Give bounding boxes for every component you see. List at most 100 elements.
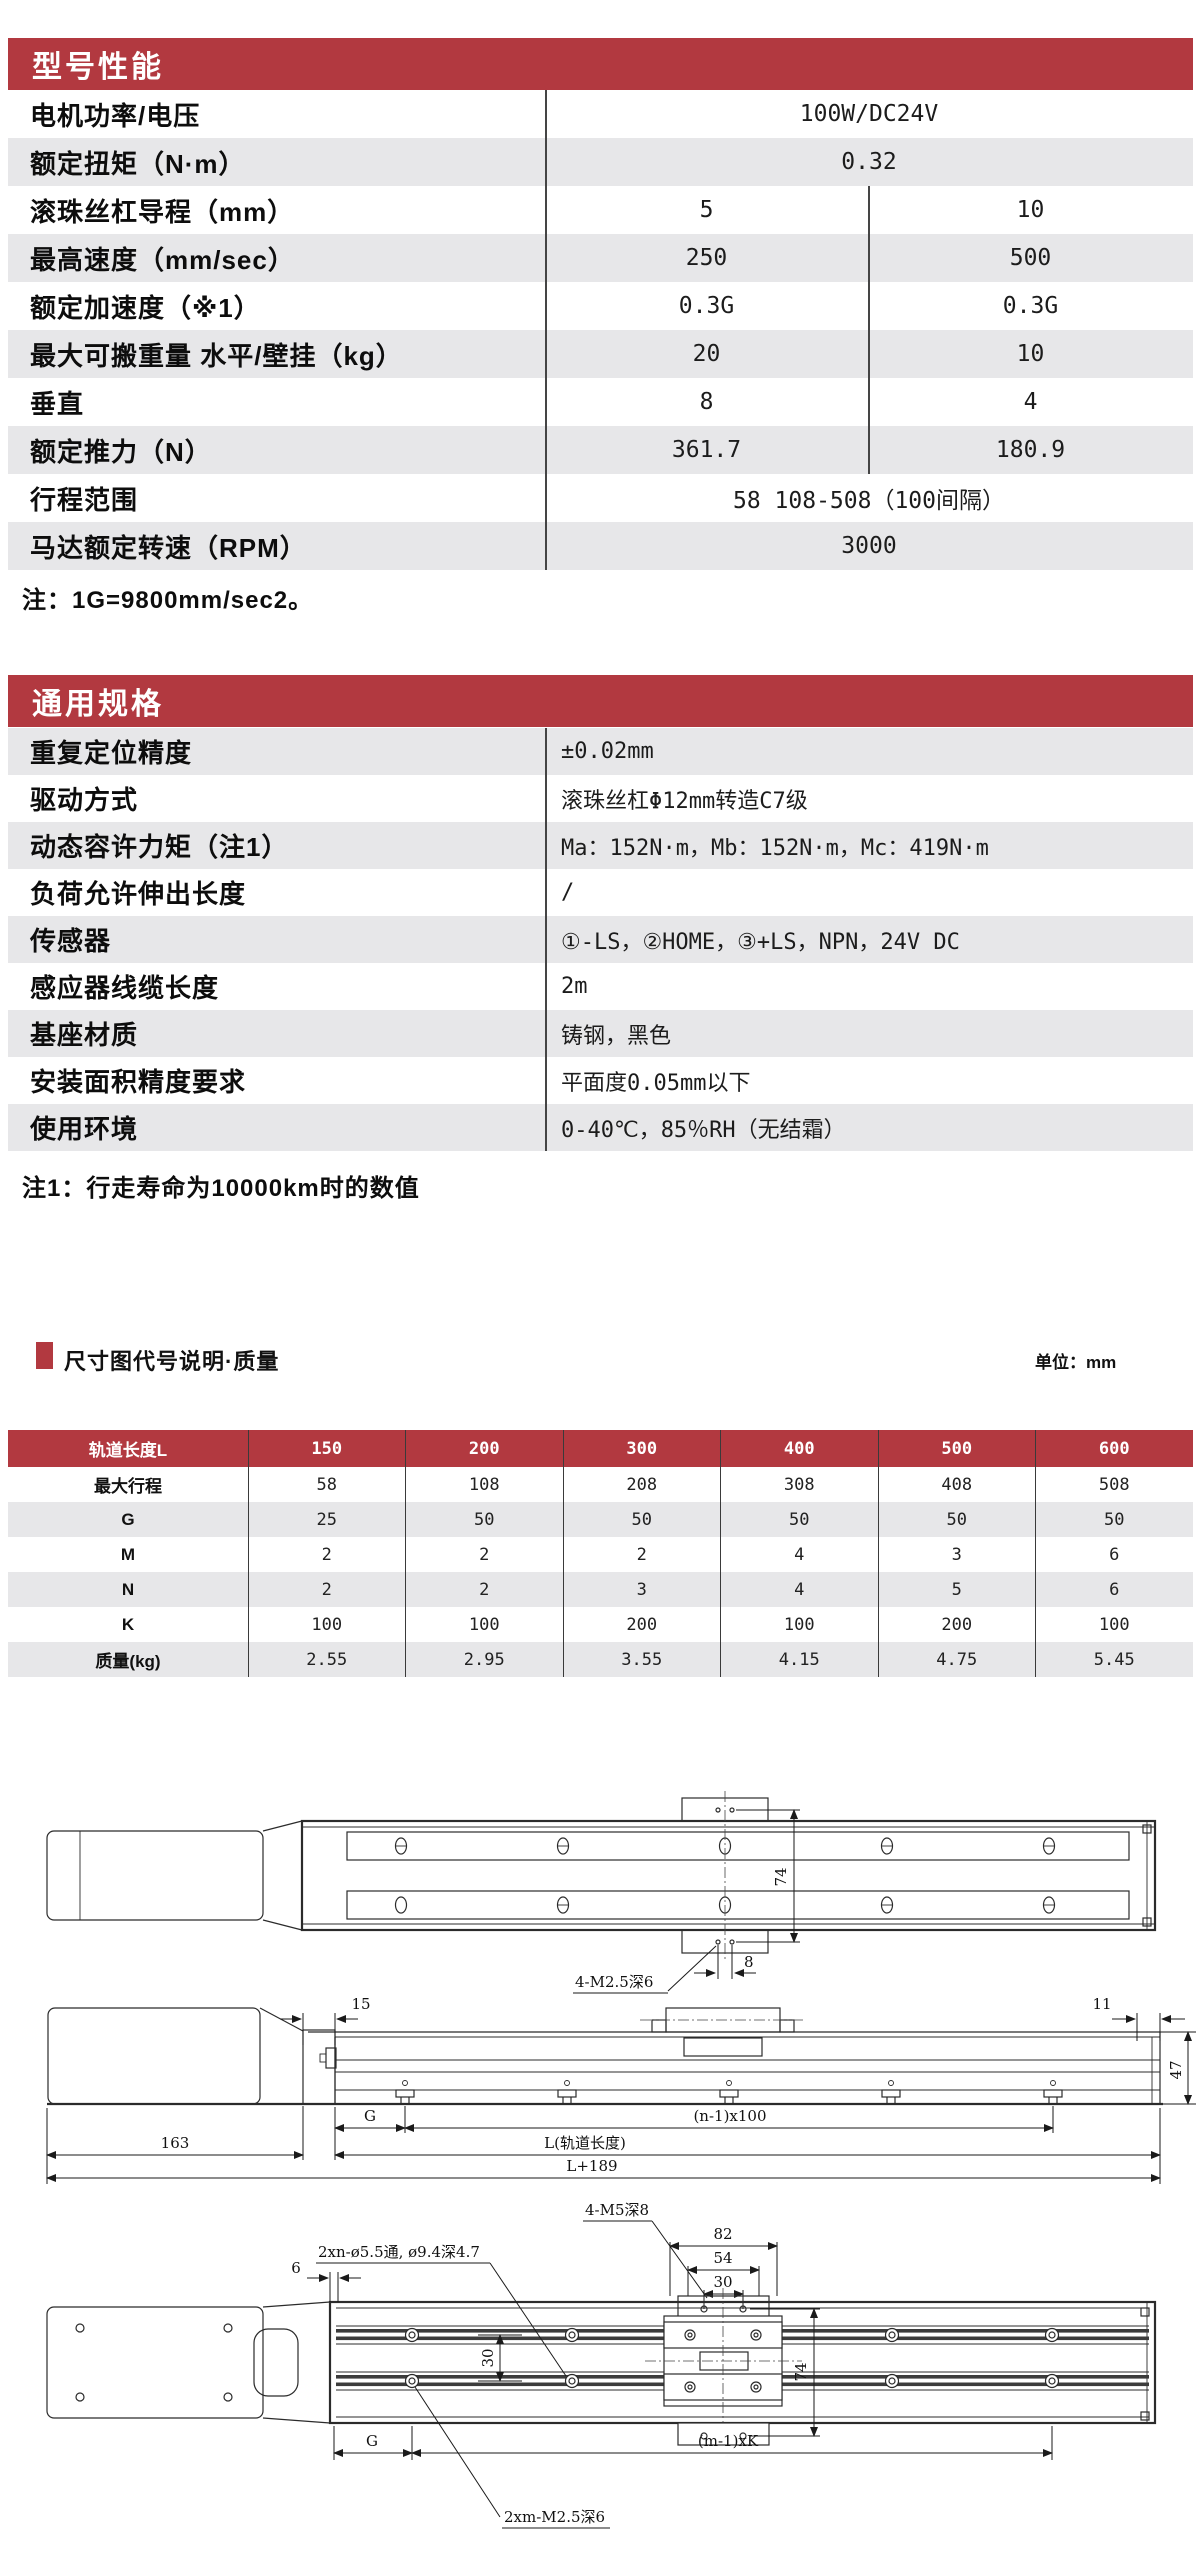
row-label: 传感器 [30, 926, 112, 956]
row-label: 电机功率/电压 [30, 100, 201, 131]
row-value-col1: 361.7 [671, 437, 742, 463]
cell: 100 [783, 1614, 815, 1635]
table-row: G 25 50 50 50 50 50 [8, 1502, 1193, 1537]
section-title: 型号性能 [32, 51, 164, 84]
cell: 58 [316, 1474, 337, 1495]
table-row: 马达额定转速（RPM） 3000 [8, 522, 1193, 570]
cell: 2 [479, 1579, 490, 1600]
dims-section-title: 尺寸图代号说明·质量 [64, 1349, 280, 1374]
cell: 200 [626, 1614, 658, 1635]
cell: 208 [626, 1474, 658, 1495]
row-label: 质量(kg) [95, 1652, 161, 1671]
row-value: 2m [561, 974, 588, 999]
dim-pitch-label: (m-1)xK [698, 2432, 759, 2450]
motor-flange [302, 2029, 336, 2105]
row-value: 平面度0.05mm以下 [561, 1070, 751, 1096]
rail-body [300, 1819, 1157, 1932]
cell: 5 [951, 1579, 962, 1600]
row-value: 3000 [841, 533, 897, 559]
table-row: 安装面积精度要求 平面度0.05mm以下 [8, 1057, 1193, 1104]
table-row: 额定扭矩（N·m） 0.32 [8, 138, 1193, 186]
cell: 3 [951, 1544, 962, 1565]
cell: 100 [468, 1614, 500, 1635]
table-divider [868, 186, 870, 474]
table-row: 感应器线缆长度 2m [8, 963, 1193, 1010]
row-label: 最大可搬重量 水平/壁挂（kg） [30, 340, 403, 371]
cell: 2 [479, 1544, 490, 1565]
footnote-life: 注1：行走寿命为10000km时的数值 [22, 1175, 420, 1202]
cell: 25 [316, 1509, 337, 1530]
table-row: 使用环境 0-40℃，85％RH（无结霜） [8, 1104, 1193, 1151]
cell: 50 [789, 1509, 810, 1530]
model-performance-table: 电机功率/电压 100W/DC24V 额定扭矩（N·m） 0.32 滚珠丝杠导程… [8, 90, 1193, 570]
row-label: 动态容许力矩（注1） [30, 832, 289, 862]
row-value-col1: 20 [692, 341, 721, 367]
row-value: 0.32 [841, 149, 897, 175]
thread-callout-label: 4-M2.5深6 [575, 1973, 653, 1991]
row-label: 最高速度（mm/sec） [30, 244, 295, 275]
cell: 4 [794, 1579, 805, 1600]
header-cell: 600 [1098, 1438, 1130, 1459]
cell: 408 [941, 1474, 973, 1495]
header-cell: 150 [311, 1438, 343, 1459]
column-border [563, 1430, 564, 1677]
carriage-tab-top [677, 2295, 770, 2319]
row-value: 0-40℃，85％RH（无结霜） [561, 1117, 846, 1143]
row-value-col1: 5 [699, 197, 714, 223]
end-stop [1142, 1824, 1152, 1834]
cell: 50 [631, 1509, 652, 1530]
row-value-col2: 0.3G [1002, 293, 1059, 319]
row-value: / [561, 880, 575, 905]
carriage [645, 2288, 802, 2434]
unit-label: 单位：mm [1035, 1353, 1117, 1372]
bullet-square-icon [36, 1342, 53, 1369]
row-label: 额定扭矩（N·m） [30, 148, 246, 179]
table-row: 垂直 8 4 [8, 378, 1193, 426]
dims-table: 轨道长度L 150 200 300 400 500 600 最大行程 58 10… [8, 1430, 1193, 1677]
table-row: 额定加速度（※1） 0.3G 0.3G [8, 282, 1193, 330]
row-label: 安装面积精度要求 [30, 1067, 247, 1097]
table-row: 传感器 ①-LS，②HOME，③+LS，NPN，24V DC [8, 916, 1193, 963]
dim-6-label: 6 [291, 2259, 301, 2277]
cell: 2 [321, 1544, 332, 1565]
drawing-bottom-view: 82 54 30 [46, 2225, 1157, 2529]
cell: 100 [1098, 1614, 1130, 1635]
motor-block [47, 2007, 261, 2105]
dim-11-label: 11 [1092, 1995, 1111, 2013]
end-stop [1142, 1917, 1152, 1927]
thread-callout-label: 4-M5深8 [585, 2201, 649, 2219]
row-label: 垂直 [30, 388, 85, 419]
cell: 4.15 [778, 1649, 820, 1670]
carriage-tab-bottom [677, 2422, 770, 2446]
table-row: 基座材质 铸钢，黑色 [8, 1010, 1193, 1057]
dim-8-label: 8 [744, 1953, 754, 1971]
row-label: 驱动方式 [30, 785, 139, 815]
general-specs-table: 重复定位精度 ±0.02mm 驱动方式 滚珠丝杠Φ12mm转造C7级 动态容许力… [8, 728, 1193, 1151]
hole-callout-label: 2xn-ø5.5通, ø9.4深4.7 [318, 2243, 480, 2261]
cell: 308 [783, 1474, 815, 1495]
row-value: ①-LS，②HOME，③+LS，NPN，24V DC [561, 929, 960, 955]
table-row: M 2 2 2 4 3 6 [8, 1537, 1193, 1572]
row-value-col2: 180.9 [995, 437, 1066, 463]
table-row: N 2 2 3 4 5 6 [8, 1572, 1193, 1607]
table-row: 最高速度（mm/sec） 250 500 [8, 234, 1193, 282]
column-border [878, 1430, 879, 1677]
table-row: 质量(kg) 2.55 2.95 3.55 4.15 4.75 5.45 [8, 1642, 1193, 1677]
cell: 50 [1104, 1509, 1125, 1530]
table-row: K 100 100 200 100 200 100 [8, 1607, 1193, 1642]
table-row: 行程范围 58 108-508（100间隔） [8, 474, 1193, 522]
row-label: 最大行程 [94, 1477, 162, 1496]
dim-30v-label: 30 [479, 2348, 497, 2367]
cell: 50 [474, 1509, 495, 1530]
cell: 200 [941, 1614, 973, 1635]
section-header-general-specs: 通用规格 [8, 675, 1193, 727]
header-cell: 200 [468, 1438, 500, 1459]
table-row: 重复定位精度 ±0.02mm [8, 728, 1193, 775]
cell: 6 [1109, 1579, 1120, 1600]
nut-housing [683, 2037, 763, 2057]
cell: 100 [311, 1614, 343, 1635]
dim-g-label: G [366, 2432, 378, 2450]
thread-callout-label: 2xm-M2.5深6 [504, 2508, 605, 2526]
cell: 6 [1109, 1544, 1120, 1565]
